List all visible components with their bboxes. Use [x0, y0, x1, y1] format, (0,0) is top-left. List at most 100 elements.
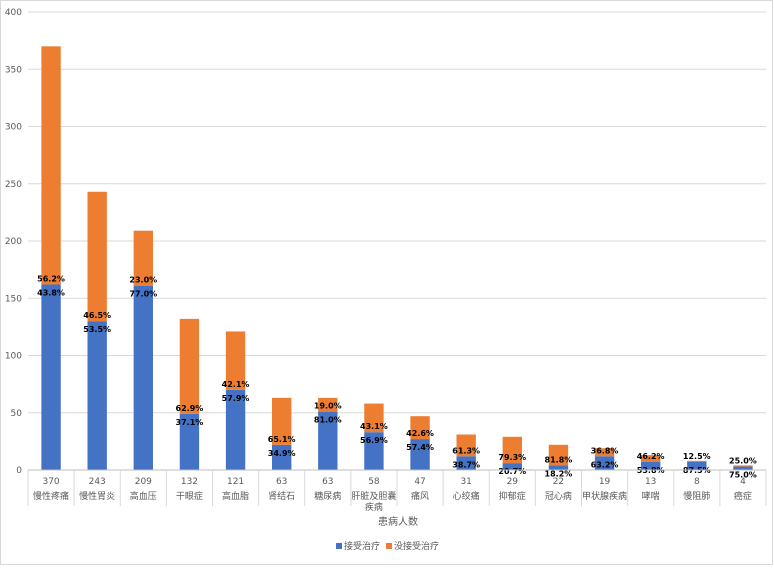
data-label-untreated: 36.8% — [591, 446, 619, 455]
category-count-label: 29 — [507, 477, 519, 487]
legend-swatch — [336, 543, 342, 549]
category-name-label: 糖尿病 — [314, 490, 341, 502]
data-label-treated: 81.0% — [314, 416, 342, 425]
data-label-untreated: 19.0% — [314, 402, 342, 411]
y-tick-label: 100 — [5, 352, 22, 362]
bar-segment-untreated — [687, 460, 707, 462]
bar-segment-treated — [133, 285, 153, 470]
category-count-label: 209 — [135, 477, 152, 487]
data-label-untreated: 43.1% — [360, 422, 388, 431]
category-name-label: 疾病 — [365, 501, 383, 513]
category-name-label: 心绞痛 — [453, 490, 480, 502]
data-label-treated: 38.7% — [452, 460, 480, 469]
bar-segment-treated — [641, 461, 661, 470]
data-label-treated: 63.2% — [591, 460, 619, 469]
y-tick-label: 0 — [16, 466, 22, 476]
data-label-untreated: 46.2% — [637, 452, 665, 461]
y-tick-label: 350 — [5, 65, 22, 75]
x-axis-title: 患病人数 — [378, 515, 418, 528]
data-label-treated: 34.9% — [268, 449, 296, 458]
category-count-label: 63 — [322, 477, 333, 487]
bar-segment-untreated — [364, 403, 384, 433]
category-name-label: 甲状腺疾病 — [582, 490, 627, 502]
data-label-treated: 57.4% — [406, 443, 434, 452]
bar-segment-treated — [548, 465, 569, 470]
data-label-untreated: 23.0% — [129, 276, 157, 285]
bar-segment-untreated — [594, 448, 615, 457]
category-name-label: 肾结石 — [268, 490, 295, 502]
legend-swatch — [386, 543, 392, 549]
data-label-treated: 77.0% — [129, 290, 157, 299]
bar-segment-treated — [364, 432, 384, 470]
bar-segment-treated — [87, 321, 107, 470]
bar-segment-untreated — [502, 436, 522, 464]
y-tick-label: 50 — [11, 409, 23, 419]
bar-segment-untreated — [410, 416, 430, 440]
bar-segment-treated — [502, 463, 522, 470]
y-tick-label: 200 — [5, 237, 22, 247]
y-tick-label: 300 — [5, 123, 22, 133]
bar-segment-treated — [179, 413, 200, 470]
category-name-label: 哮喘 — [642, 490, 660, 502]
data-label-untreated: 42.6% — [406, 429, 434, 438]
category-name-label: 慢性疼痛 — [33, 490, 69, 502]
category-count-label: 58 — [368, 477, 380, 487]
data-label-untreated: 81.8% — [545, 455, 573, 464]
category-count-label: 63 — [276, 477, 287, 487]
data-label-untreated: 65.1% — [268, 435, 296, 444]
category-name-label: 高血压 — [130, 490, 157, 502]
bars — [41, 46, 753, 470]
category-name-label: 干眼症 — [176, 490, 203, 502]
category-count-label: 8 — [694, 477, 700, 487]
bar-segment-treated — [318, 411, 338, 470]
bar-segment-untreated — [456, 434, 476, 457]
category-name-label: 肝脏及胆囊 — [351, 490, 396, 502]
bar-segment-untreated — [641, 455, 661, 462]
bar-segment-untreated — [41, 46, 61, 285]
bar-segment-untreated — [548, 444, 569, 466]
data-label-treated: 18.2% — [545, 469, 573, 478]
data-label-treated: 20.7% — [498, 467, 526, 476]
y-tick-label: 250 — [5, 180, 22, 190]
data-label-untreated: 42.1% — [222, 380, 250, 389]
data-label-untreated: 46.5% — [83, 311, 111, 320]
category-count-label: 121 — [227, 477, 244, 487]
category-count-label: 13 — [645, 477, 656, 487]
bar-segment-untreated — [318, 397, 338, 412]
bar-segment-untreated — [733, 465, 753, 467]
bar-segment-treated — [456, 456, 476, 470]
data-label-treated: 57.9% — [222, 394, 250, 403]
category-count-label: 132 — [181, 477, 198, 487]
bar-segment-treated — [272, 444, 292, 470]
category-name-label: 慢阻肺 — [683, 490, 710, 502]
bar-segment-treated — [41, 284, 61, 470]
category-name-label: 冠心病 — [545, 490, 572, 502]
data-label-treated: 75.0% — [729, 471, 757, 480]
data-label-treated: 53.5% — [83, 325, 111, 334]
category-count-label: 243 — [89, 477, 106, 487]
data-label-untreated: 61.3% — [452, 446, 480, 455]
legend-label: 没接受治疗 — [394, 540, 439, 552]
category-count-label: 22 — [553, 477, 564, 487]
data-label-treated: 43.8% — [37, 289, 65, 298]
y-tick-label: 400 — [5, 8, 22, 18]
y-tick-label: 150 — [5, 294, 22, 304]
bar-segment-untreated — [87, 191, 107, 322]
category-count-label: 47 — [414, 477, 425, 487]
data-label-treated: 37.1% — [176, 418, 204, 427]
legend-label: 接受治疗 — [344, 540, 380, 552]
bar-segment-untreated — [225, 331, 246, 390]
data-label-treated: 56.9% — [360, 436, 388, 445]
category-count-label: 19 — [599, 477, 611, 487]
category-count-label: 31 — [460, 477, 471, 487]
category-count-label: 4 — [740, 477, 746, 487]
bar-segment-untreated — [179, 318, 200, 414]
axes: 0 50 100 150 200 250 300 350 400 370 慢性疼痛 243 慢性胃炎 20… — [5, 8, 767, 513]
category-name-label: 慢性胃炎 — [79, 490, 115, 502]
category-name-label: 高血脂 — [222, 490, 249, 502]
category-name-label: 癌症 — [734, 490, 752, 502]
bar-segment-treated — [687, 461, 707, 470]
